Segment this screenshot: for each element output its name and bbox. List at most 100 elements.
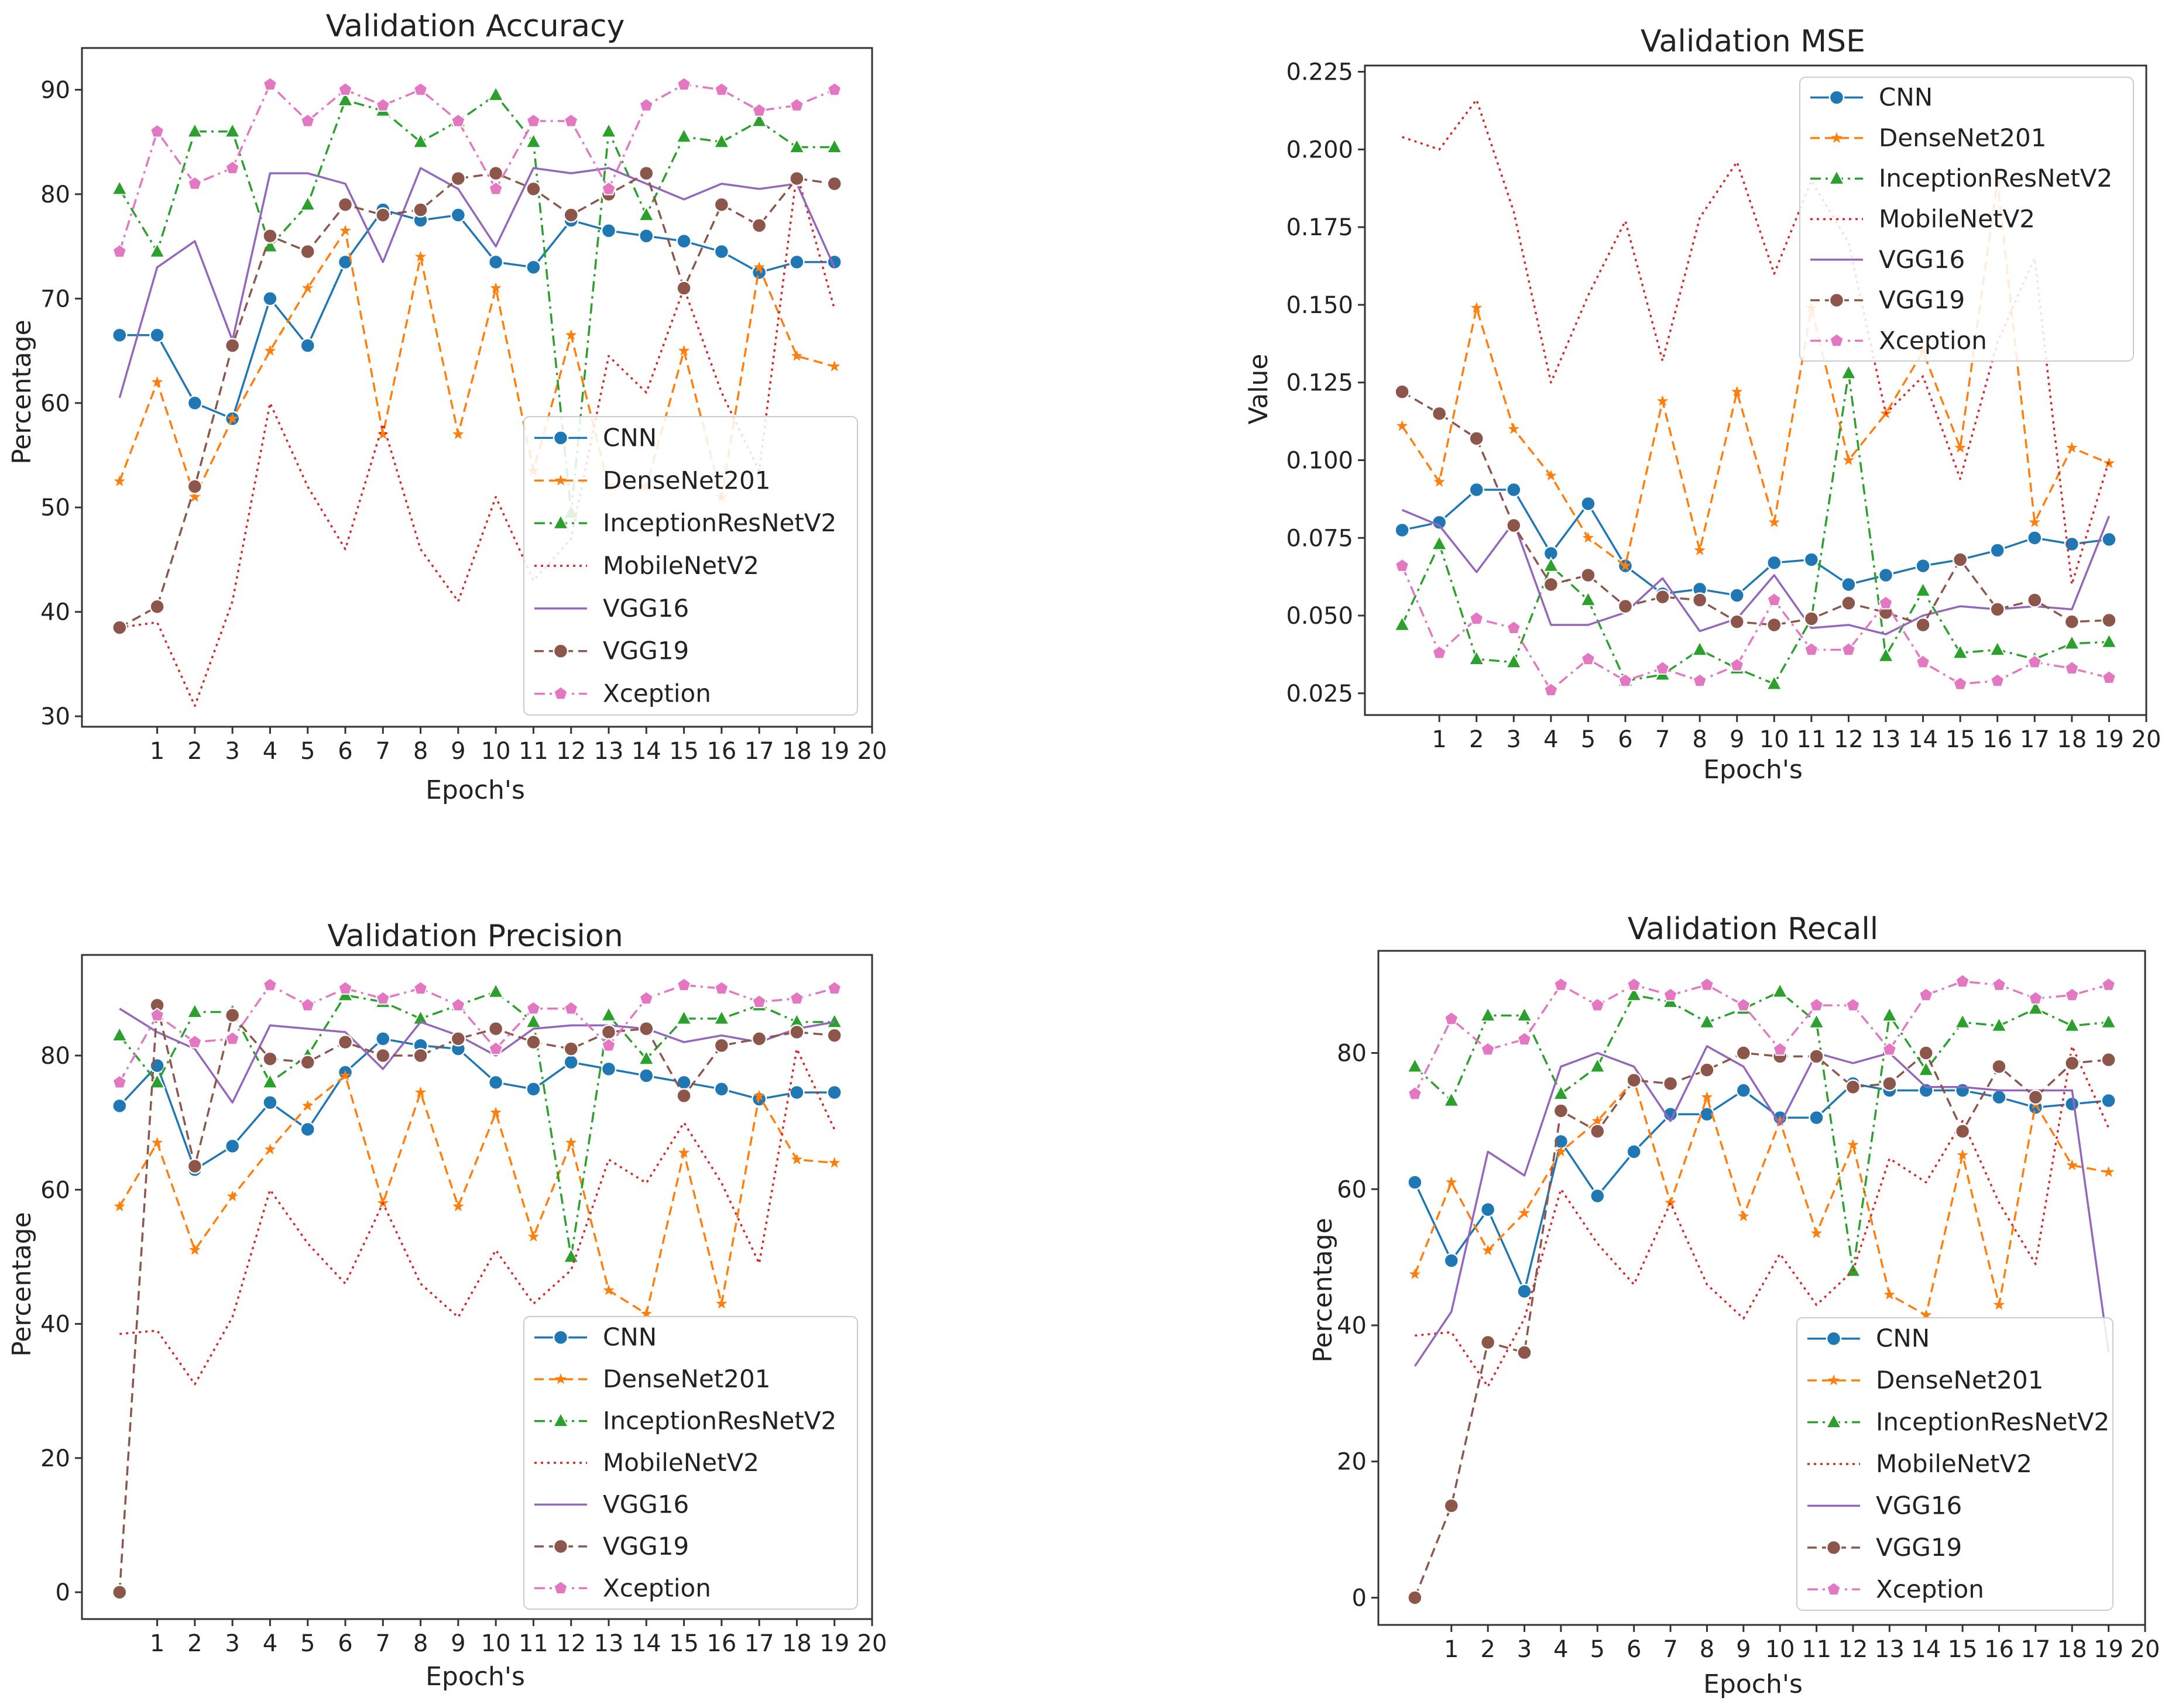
data-point (826, 176, 842, 192)
data-point (224, 338, 241, 353)
series-xception (1394, 558, 2117, 697)
data-point (337, 254, 354, 270)
data-point (114, 1200, 125, 1212)
legend-item: VGG16 (534, 594, 689, 623)
data-point (826, 1012, 843, 1029)
legend-label: VGG16 (1879, 245, 1965, 274)
data-point (490, 1106, 502, 1118)
data-point (413, 202, 428, 218)
legend-item: MobileNetV2 (534, 551, 759, 580)
x-tick-label: 12 (556, 738, 586, 765)
legend-label: VGG16 (603, 1490, 689, 1518)
data-point (826, 1084, 842, 1101)
data-point (488, 1041, 503, 1056)
data-point (789, 991, 805, 1005)
data-point (112, 1098, 128, 1114)
series-line (1401, 391, 2109, 626)
legend-item: Xception (534, 1573, 711, 1602)
legend-label: VGG16 (1876, 1491, 1962, 1520)
data-point (1841, 642, 1857, 657)
data-point (1918, 1045, 1934, 1061)
x-tick-label: 15 (1946, 726, 1975, 753)
data-point (1446, 1176, 1457, 1187)
data-point (829, 360, 840, 372)
data-point (450, 207, 466, 223)
data-point (1482, 1244, 1494, 1256)
data-point (1766, 674, 1783, 690)
series-vgg19 (1394, 384, 2117, 633)
x-tick-label: 17 (2020, 1636, 2050, 1663)
y-tick-label: 80 (40, 1043, 70, 1070)
plot-frame (1377, 950, 2146, 1626)
data-point (526, 113, 541, 128)
legend-item: InceptionResNetV2 (534, 508, 836, 537)
data-point (262, 1073, 279, 1089)
x-tick-label: 10 (481, 738, 511, 765)
data-point (1951, 643, 1969, 659)
data-point (1736, 997, 1751, 1012)
data-point (1735, 1045, 1752, 1061)
legend-item: Xception (1810, 326, 1987, 355)
data-point (488, 181, 503, 195)
legend-item: VGG19 (534, 637, 689, 665)
data-point (1580, 590, 1597, 607)
x-tick-label: 12 (556, 1630, 586, 1657)
x-tick-label: 4 (1553, 1636, 1568, 1663)
series-cnn (1407, 1075, 2116, 1300)
data-point (827, 82, 842, 97)
data-point (678, 345, 690, 356)
x-tick-label: 14 (632, 738, 661, 765)
data-point (412, 132, 429, 149)
legend-label: VGG19 (1876, 1533, 1962, 1562)
x-tick-label: 16 (706, 738, 736, 765)
data-point (1433, 476, 1445, 487)
data-point (2101, 612, 2117, 628)
x-tick-label: 5 (300, 1630, 315, 1657)
x-tick-label: 12 (1838, 1636, 1868, 1663)
data-point (713, 1081, 730, 1097)
legend-item: CNN (1807, 1324, 1930, 1353)
data-point (1914, 581, 1931, 597)
data-point (1506, 620, 1521, 635)
data-point (227, 1190, 238, 1201)
x-tick-label: 8 (1700, 1636, 1714, 1663)
data-point (225, 1031, 240, 1046)
legend-label: MobileNetV2 (603, 551, 759, 580)
data-point (1809, 1109, 1824, 1126)
legend-item: InceptionResNetV2 (1810, 164, 2112, 193)
series-line (119, 208, 835, 420)
data-point (1766, 555, 1782, 571)
series-mobilenetv2 (119, 1047, 836, 1386)
data-point (638, 205, 655, 222)
data-point (1518, 1207, 1531, 1218)
data-point (187, 1158, 203, 1174)
data-point (300, 113, 315, 128)
data-point (789, 254, 805, 270)
legend-label: VGG16 (603, 594, 689, 623)
legend-item: Xception (1807, 1575, 1984, 1603)
data-point (1626, 1072, 1642, 1088)
y-tick-label: 20 (1337, 1449, 1367, 1476)
data-point (1691, 640, 1708, 657)
data-point (676, 977, 692, 992)
data-point (527, 1231, 540, 1242)
series-line (118, 1074, 835, 1315)
data-point (1516, 1006, 1533, 1022)
data-point (601, 1037, 616, 1052)
data-point (1508, 423, 1519, 434)
data-point (452, 1200, 464, 1212)
legend-label: Xception (603, 1573, 711, 1602)
data-point (1957, 1149, 1968, 1160)
data-point (112, 327, 128, 343)
data-point (339, 1070, 351, 1081)
data-point (1803, 552, 1820, 568)
x-tick-label: 14 (1908, 726, 1938, 753)
x-tick-label: 3 (225, 738, 239, 765)
data-point (1882, 1042, 1897, 1056)
x-tick-label: 15 (669, 1630, 699, 1657)
data-point (752, 102, 767, 117)
data-point (1919, 987, 1934, 1002)
legend-item: DenseNet201 (1807, 1366, 2043, 1394)
data-point (2027, 530, 2043, 546)
data-point (1407, 1086, 1422, 1101)
